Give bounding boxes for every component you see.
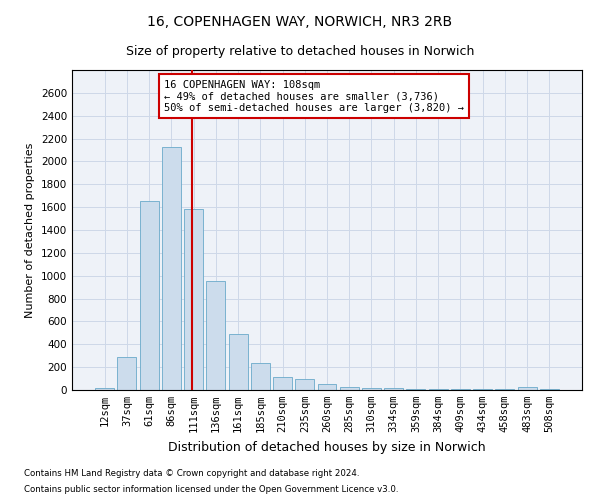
Bar [251, 362, 270, 390]
Text: Contains public sector information licensed under the Open Government Licence v3: Contains public sector information licen… [24, 485, 398, 494]
Bar [118, 357, 136, 390]
Bar [95, 388, 114, 390]
Bar [162, 146, 181, 390]
Bar [384, 388, 403, 390]
Bar [273, 378, 292, 390]
Text: Contains HM Land Registry data © Crown copyright and database right 2024.: Contains HM Land Registry data © Crown c… [24, 468, 359, 477]
Text: 16, COPENHAGEN WAY, NORWICH, NR3 2RB: 16, COPENHAGEN WAY, NORWICH, NR3 2RB [148, 15, 452, 29]
Bar [184, 210, 203, 390]
X-axis label: Distribution of detached houses by size in Norwich: Distribution of detached houses by size … [168, 440, 486, 454]
Bar [295, 378, 314, 390]
Bar [206, 282, 225, 390]
Text: 16 COPENHAGEN WAY: 108sqm
← 49% of detached houses are smaller (3,736)
50% of se: 16 COPENHAGEN WAY: 108sqm ← 49% of detac… [164, 80, 464, 113]
Text: Size of property relative to detached houses in Norwich: Size of property relative to detached ho… [126, 45, 474, 58]
Bar [317, 384, 337, 390]
Bar [362, 388, 381, 390]
Bar [429, 389, 448, 390]
Bar [451, 389, 470, 390]
Bar [229, 334, 248, 390]
Bar [518, 388, 536, 390]
Bar [140, 202, 158, 390]
Bar [406, 388, 425, 390]
Bar [340, 386, 359, 390]
Y-axis label: Number of detached properties: Number of detached properties [25, 142, 35, 318]
